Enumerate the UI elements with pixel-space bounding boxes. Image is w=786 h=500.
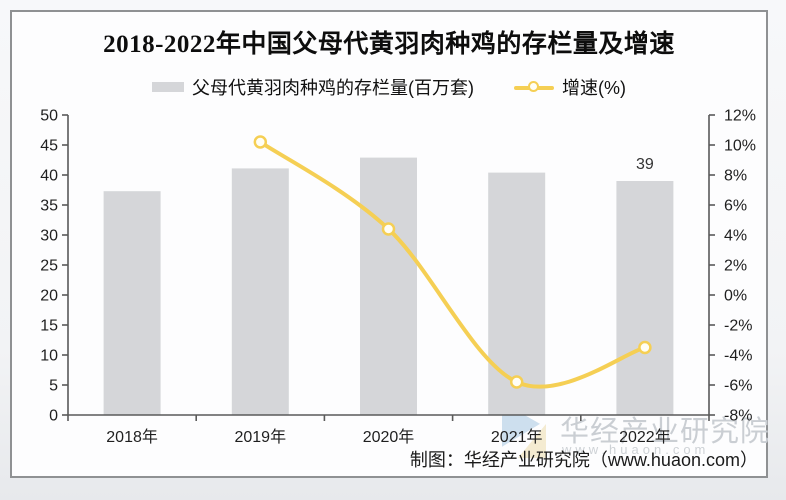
bar-4 <box>488 172 546 415</box>
bar-5 <box>616 181 674 415</box>
x-axis-category-label: 2022年 <box>619 428 671 446</box>
growth-rate-marker <box>509 375 524 389</box>
chart-title: 2018-2022年中国父母代黄羽肉种鸡的存栏量及增速 <box>103 31 675 58</box>
bar-1 <box>103 191 161 415</box>
chart-canvas: 39 0 5 10 15 20 25 30 35 40 45 50 -8% -6% -4% -2% 0% 2% 4%… <box>40 108 756 447</box>
legend-item-growth: 增速(%) <box>514 74 626 100</box>
line-swatch-icon <box>514 81 554 93</box>
legend-item-inventory: 父母代黄羽肉种鸡的存栏量(百万套) <box>152 74 474 100</box>
right-axis-tick-label: -6% <box>724 378 752 395</box>
right-axis-tick-label: 12% <box>724 108 756 125</box>
left-axis-tick-label: 5 <box>49 378 58 395</box>
right-axis-tick-label: 6% <box>724 198 747 215</box>
right-axis-tick-label: -2% <box>724 318 752 335</box>
bar-2 <box>231 168 289 415</box>
left-axis-tick-label: 0 <box>49 408 58 425</box>
growth-rate-line <box>258 140 647 389</box>
growth-rate-marker <box>638 340 652 355</box>
watermark-url: www.huaon.com <box>562 442 710 457</box>
left-axis-tick-label: 10 <box>40 348 58 365</box>
watermark-text: 华经产业研究院 <box>560 416 771 448</box>
line-swatch-marker <box>528 81 539 92</box>
right-axis-tick-label: -8% <box>724 408 752 425</box>
source-credit: 制图：华经产业研究院（www.huaon.com） <box>409 450 758 470</box>
x-axis-category-label: 2019年 <box>234 428 286 446</box>
left-axis-tick-label: 25 <box>40 258 58 275</box>
right-axis-tick-label: 8% <box>724 168 747 185</box>
right-axis-tick-label: 4% <box>724 228 747 245</box>
growth-rate-marker <box>253 135 268 149</box>
left-axis-tick-label: 40 <box>40 168 58 185</box>
left-axis-tick-label: 30 <box>40 228 58 245</box>
left-axis-tick-label: 35 <box>40 198 58 215</box>
right-axis-tick-label: 0% <box>724 288 747 305</box>
legend-inventory-label: 父母代黄羽肉种鸡的存栏量(百万套) <box>192 78 474 98</box>
growth-rate-marker <box>381 222 396 236</box>
bar-value-label: 39 <box>636 156 654 173</box>
bar-3 <box>360 157 417 415</box>
chart-card: 2018-2022年中国父母代黄羽肉种鸡的存栏量及增速 父母代黄羽肉种鸡的存栏量… <box>10 10 771 478</box>
x-axis-category-label: 2021年 <box>491 428 543 446</box>
left-axis-tick-label: 45 <box>40 138 58 155</box>
left-axis-tick-label: 50 <box>40 108 58 125</box>
right-axis-tick-label: -4% <box>724 348 752 365</box>
x-axis-category-label: 2018年 <box>106 428 158 446</box>
legend-growth-label: 增速(%) <box>562 78 626 98</box>
right-axis-tick-label: 10% <box>724 138 756 155</box>
x-axis-category-label: 2020年 <box>363 428 415 446</box>
bar-swatch-icon <box>152 82 184 92</box>
left-axis-tick-label: 20 <box>40 288 58 305</box>
left-axis-tick-label: 15 <box>40 318 58 335</box>
legend: 父母代黄羽肉种鸡的存栏量(百万套) 增速(%) <box>12 74 766 100</box>
right-axis-tick-label: 2% <box>724 258 747 275</box>
